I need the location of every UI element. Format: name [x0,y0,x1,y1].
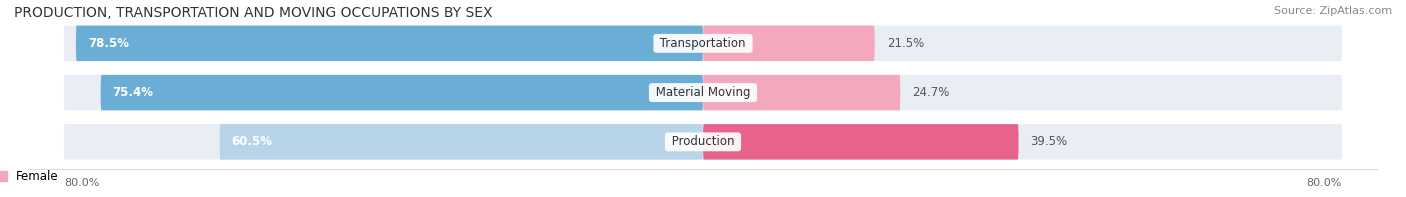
Text: Source: ZipAtlas.com: Source: ZipAtlas.com [1274,6,1392,16]
Legend: Male, Female: Male, Female [0,170,59,183]
Text: 80.0%: 80.0% [63,178,100,188]
Text: 60.5%: 60.5% [232,135,273,148]
Text: 39.5%: 39.5% [1031,135,1067,148]
Text: 80.0%: 80.0% [1306,178,1343,188]
FancyBboxPatch shape [219,124,703,160]
FancyBboxPatch shape [703,75,900,110]
Text: 78.5%: 78.5% [87,37,129,50]
Text: Transportation: Transportation [657,37,749,50]
FancyBboxPatch shape [76,26,703,61]
FancyBboxPatch shape [63,26,1343,61]
Text: 75.4%: 75.4% [112,86,153,99]
FancyBboxPatch shape [63,124,1343,160]
Text: 24.7%: 24.7% [912,86,949,99]
FancyBboxPatch shape [703,124,1018,160]
FancyBboxPatch shape [101,75,703,110]
Text: PRODUCTION, TRANSPORTATION AND MOVING OCCUPATIONS BY SEX: PRODUCTION, TRANSPORTATION AND MOVING OC… [14,6,492,20]
Text: 21.5%: 21.5% [887,37,924,50]
Text: Material Moving: Material Moving [652,86,754,99]
FancyBboxPatch shape [703,26,875,61]
Text: Production: Production [668,135,738,148]
FancyBboxPatch shape [63,75,1343,110]
